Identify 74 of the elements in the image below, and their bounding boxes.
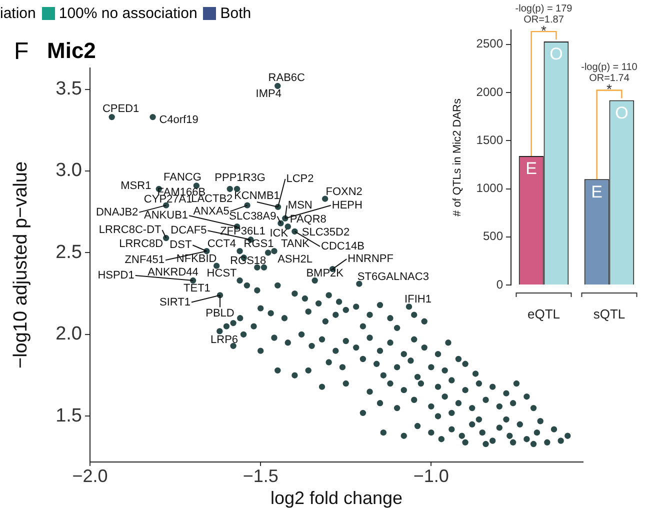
text: Both (220, 5, 252, 22)
annotation: DCAF5 (170, 224, 207, 237)
y-tick-label: 2.5 (56, 242, 82, 263)
annotation: DST (170, 239, 192, 252)
annotation: MSR1 (120, 180, 152, 192)
chart-title: Mic2 (47, 38, 96, 64)
annotation: CPED1 (102, 103, 140, 116)
annotation: ANXA5 (193, 205, 230, 218)
text: O (615, 103, 628, 122)
x-tick-label: eQTL (527, 306, 560, 322)
annotation: HEPH (332, 199, 362, 212)
annotation: BMP2K (306, 268, 344, 280)
annotation: LRRC8D (119, 238, 164, 250)
y-axis-title: # of QTLs in Mic2 DARs (452, 98, 464, 216)
annotation: C4orf19 (159, 114, 198, 126)
annotation: LACTB2 (191, 193, 233, 206)
annotation: HNRNPF (348, 253, 394, 266)
text: 100% no association (58, 5, 198, 22)
annotation: FOXN2 (326, 186, 362, 198)
annotation: IMP4 (256, 88, 282, 100)
annotation: LCP2 (286, 172, 314, 185)
annotation: RGS1 (244, 238, 274, 250)
annotation: SLC35D2 (302, 226, 350, 239)
annotation: RAB6C (268, 72, 306, 84)
y-tick-label: 500 (482, 229, 504, 244)
annotation: ZNF451 (124, 254, 165, 266)
x-tick-label: sQTL (593, 306, 626, 322)
annotation: DNAJB2 (96, 206, 138, 218)
annotation: ST6GALNAC3 (357, 270, 429, 283)
annotation: PAQR8 (290, 213, 326, 226)
y-tick-label: 1.5 (56, 405, 82, 426)
annotation: ZFP36L1 (220, 226, 266, 238)
x-tick-label: −1.5 (242, 466, 278, 486)
text: -log(p) = 179 (515, 4, 573, 15)
annotation: KCNMB1 (234, 190, 280, 202)
y-tick-label: 0 (496, 277, 504, 292)
annotation: ANKRD44 (148, 266, 198, 279)
annotation: MSN (288, 199, 312, 212)
annotation: SIRT1 (159, 296, 190, 308)
text: iation (0, 5, 36, 22)
annotation: PBLD (206, 307, 234, 320)
x-axis-title: log2 fold change (270, 488, 403, 508)
text: E (591, 182, 602, 202)
annotation: IFIH1 (404, 294, 432, 306)
y-tick-label: 2.0 (56, 324, 82, 345)
annotation: ICK (270, 228, 289, 240)
annotation: ASH2L (278, 253, 312, 266)
annotation: NFKBID (176, 252, 217, 265)
annotation: LRRC8C-DT (98, 224, 162, 236)
annotation: HCST (206, 268, 238, 280)
y-tick-label: 2500 (476, 36, 504, 51)
series-label: O (550, 44, 563, 64)
annotation: CDC14B (321, 240, 364, 253)
y-axis-title: −log10 adjusted p−value (10, 161, 32, 369)
annotation: TANK (280, 238, 310, 250)
y-tick-label: 3.5 (56, 78, 82, 100)
annotation: ANKUB1 (144, 210, 188, 222)
text: F (14, 38, 29, 66)
annotation: FANCG (163, 172, 202, 184)
annotation: LRP6 (210, 334, 238, 346)
x-tick-label: −2.0 (72, 466, 108, 486)
annotation: RGS18 (230, 254, 266, 267)
annotation: SLC38A9 (229, 210, 276, 222)
x-tick-label: −1.0 (413, 466, 449, 486)
annotation: HSPD1 (98, 270, 134, 282)
y-tick-label: 3.0 (56, 160, 82, 182)
y-tick-label: 2000 (476, 84, 504, 99)
annotation: PPP1R3G (214, 172, 266, 184)
series-label: E (526, 159, 537, 178)
annotation: -log(p) = 110 (581, 62, 638, 74)
annotation: TET1 (184, 282, 210, 294)
y-tick-label: 1500 (476, 132, 504, 147)
y-tick-label: 1000 (476, 181, 504, 196)
annotation: CCT4 (207, 238, 236, 250)
